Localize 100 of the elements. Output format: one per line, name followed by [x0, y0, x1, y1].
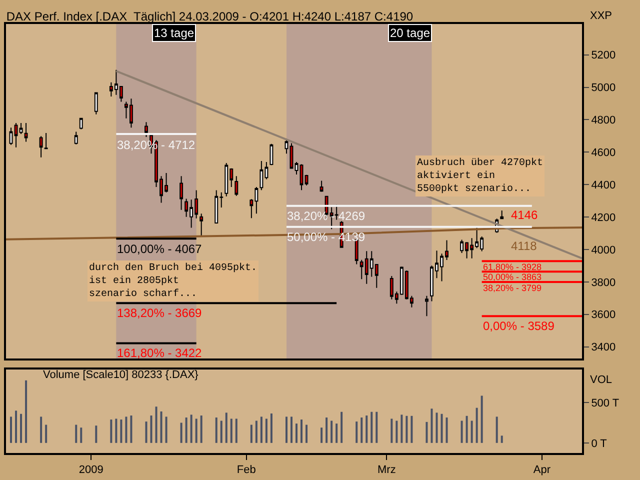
bar	[320, 428, 323, 443]
bar	[15, 410, 18, 443]
bar	[155, 406, 158, 443]
bar	[296, 424, 298, 443]
annotation: 4118	[511, 239, 538, 253]
chart-title: DAX Perf. Index [.DAX Täglich] 24.03.2009 - O:4201 H:4240 L:4187 C:4190	[6, 9, 414, 24]
y-tick-label: 4600	[591, 146, 616, 159]
candlestick	[144, 122, 148, 138]
y-tick-label: 4800	[591, 114, 616, 127]
bar	[20, 414, 22, 443]
x-tick-label: Mrz	[377, 464, 396, 476]
bar	[180, 422, 182, 443]
y-tick-label: 4000	[591, 244, 616, 256]
bar	[426, 422, 428, 443]
bar	[285, 416, 288, 443]
bar	[255, 420, 258, 443]
candlestick	[304, 174, 308, 186]
bar	[406, 416, 408, 443]
bar	[336, 424, 338, 443]
bar	[200, 415, 202, 443]
annotation: 4146	[511, 208, 538, 222]
y-tick-label: 3800	[591, 276, 616, 289]
bar	[366, 415, 368, 443]
bar	[150, 415, 152, 443]
band-label: 20 tage	[390, 26, 430, 40]
bar	[165, 416, 168, 443]
candlestick	[284, 138, 288, 154]
annotation: 38,20% - 3799	[483, 283, 542, 293]
bar	[376, 412, 378, 443]
bar	[185, 418, 188, 443]
bar	[466, 416, 468, 443]
bar	[145, 422, 148, 443]
candlestick	[500, 210, 504, 220]
bar	[476, 408, 478, 443]
y-axis-title: VOL	[590, 374, 612, 386]
bar	[235, 418, 238, 443]
bar	[110, 420, 112, 443]
bar	[370, 412, 373, 443]
bar	[306, 424, 308, 443]
bar	[120, 420, 122, 443]
bar	[300, 420, 303, 443]
y-tick-label: 3600	[591, 309, 616, 322]
y-tick-label: 5000	[591, 82, 616, 94]
x-tick-label: Feb	[236, 464, 256, 476]
annotation: 138,20% - 3669	[117, 306, 202, 320]
candlestick	[24, 122, 28, 142]
bar	[160, 411, 162, 443]
bar	[440, 414, 443, 443]
candlestick	[320, 180, 324, 192]
bar	[130, 415, 132, 443]
band-label: 13 tage	[154, 26, 194, 40]
y-tick-label: 5200	[591, 50, 616, 62]
bar	[125, 416, 128, 443]
annotation: Ausbruch über 4270pkt aktiviert ein 5500pkt szenario...	[417, 157, 544, 195]
candlestick	[200, 213, 204, 236]
bar	[25, 380, 28, 443]
bar	[40, 416, 42, 443]
bar	[340, 412, 343, 443]
y-tick-label: 500 T	[591, 397, 620, 410]
bar	[215, 418, 218, 443]
candlestick	[39, 136, 43, 158]
annotation: 161,80% - 3422	[117, 346, 202, 360]
candlestick	[74, 131, 78, 145]
bar	[480, 396, 483, 443]
annotation: 50,00% - 3863	[483, 272, 542, 282]
candlestick	[234, 176, 238, 196]
bar	[356, 422, 358, 443]
bar	[496, 416, 498, 443]
annotation: 0,00% - 3589	[483, 319, 555, 333]
annotation: 61,80% - 3928	[483, 262, 542, 272]
bar	[436, 412, 438, 443]
candlestick	[425, 295, 428, 317]
candlestick	[19, 122, 23, 134]
bar	[396, 420, 398, 443]
bar	[190, 414, 192, 443]
bar	[95, 426, 98, 443]
y-tick-label: 0 T	[591, 438, 608, 450]
line-series	[6, 226, 582, 240]
bar	[460, 420, 463, 443]
bar	[330, 420, 333, 443]
candlestick	[270, 143, 274, 166]
y-tick-label: 4400	[591, 179, 616, 192]
y-tick-label: 4200	[591, 212, 616, 224]
bar	[250, 424, 252, 443]
candlestick	[294, 162, 298, 176]
bar	[470, 420, 473, 443]
bar	[265, 418, 268, 443]
x-tick-label: Apr	[533, 464, 551, 476]
annotation: 100,00% - 4067	[117, 242, 202, 256]
candlestick	[9, 127, 13, 146]
bar	[115, 418, 118, 443]
candlestick	[79, 118, 83, 130]
y-axis-title: XXP	[590, 10, 612, 22]
candlestick	[44, 132, 48, 150]
bar	[230, 418, 232, 443]
bar	[270, 413, 272, 443]
bar	[195, 418, 198, 443]
bar	[290, 416, 292, 443]
bar	[326, 418, 328, 443]
bar	[220, 420, 222, 443]
